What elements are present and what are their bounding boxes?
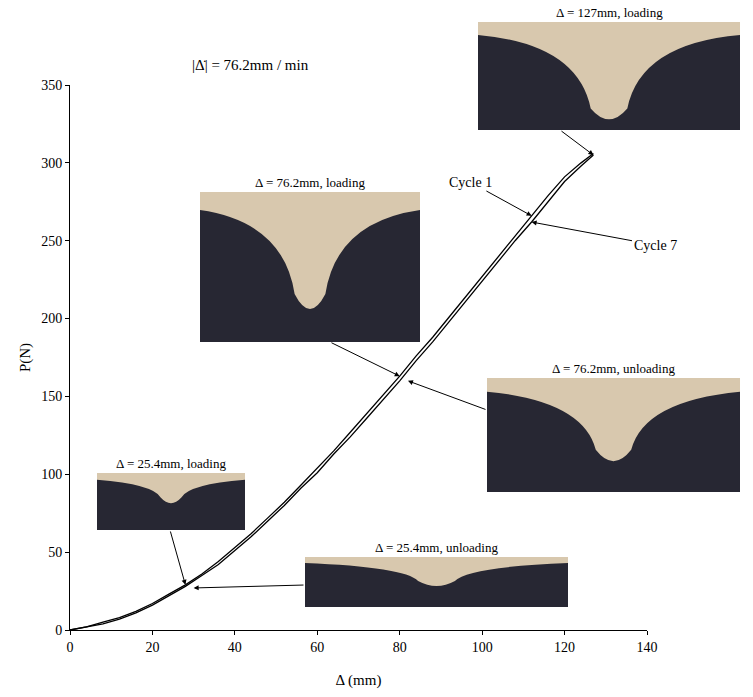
svg-text:60: 60 bbox=[310, 640, 324, 655]
svg-text:100: 100 bbox=[41, 467, 62, 482]
svg-text:100: 100 bbox=[472, 640, 493, 655]
svg-text:Cycle 1: Cycle 1 bbox=[449, 175, 492, 190]
svg-text:350: 350 bbox=[41, 78, 62, 93]
svg-text:120: 120 bbox=[554, 640, 575, 655]
svg-text:300: 300 bbox=[41, 156, 62, 171]
svg-text:Δ = 25.4mm, loading: Δ = 25.4mm, loading bbox=[116, 456, 226, 471]
svg-text:Δ = 76.2mm, unloading: Δ = 76.2mm, unloading bbox=[552, 361, 675, 376]
svg-text:Δ = 25.4mm, unloading: Δ = 25.4mm, unloading bbox=[375, 540, 498, 555]
svg-text:80: 80 bbox=[393, 640, 407, 655]
svg-text:150: 150 bbox=[41, 389, 62, 404]
svg-text:Δ (mm): Δ (mm) bbox=[336, 672, 382, 689]
svg-text:Δ = 127mm, loading: Δ = 127mm, loading bbox=[556, 5, 663, 20]
svg-text:250: 250 bbox=[41, 234, 62, 249]
svg-text:0: 0 bbox=[67, 640, 74, 655]
svg-text:40: 40 bbox=[228, 640, 242, 655]
svg-text:P(N): P(N) bbox=[17, 343, 34, 372]
svg-text:200: 200 bbox=[41, 311, 62, 326]
svg-text:0: 0 bbox=[55, 623, 62, 638]
svg-text:Cycle 7: Cycle 7 bbox=[634, 238, 677, 253]
svg-text:Δ = 76.2mm, loading: Δ = 76.2mm, loading bbox=[255, 175, 365, 190]
svg-text:50: 50 bbox=[48, 545, 62, 560]
svg-text:|Δ̇| = 76.2mm / min: |Δ̇| = 76.2mm / min bbox=[192, 57, 309, 73]
svg-text:140: 140 bbox=[637, 640, 658, 655]
svg-text:20: 20 bbox=[145, 640, 159, 655]
